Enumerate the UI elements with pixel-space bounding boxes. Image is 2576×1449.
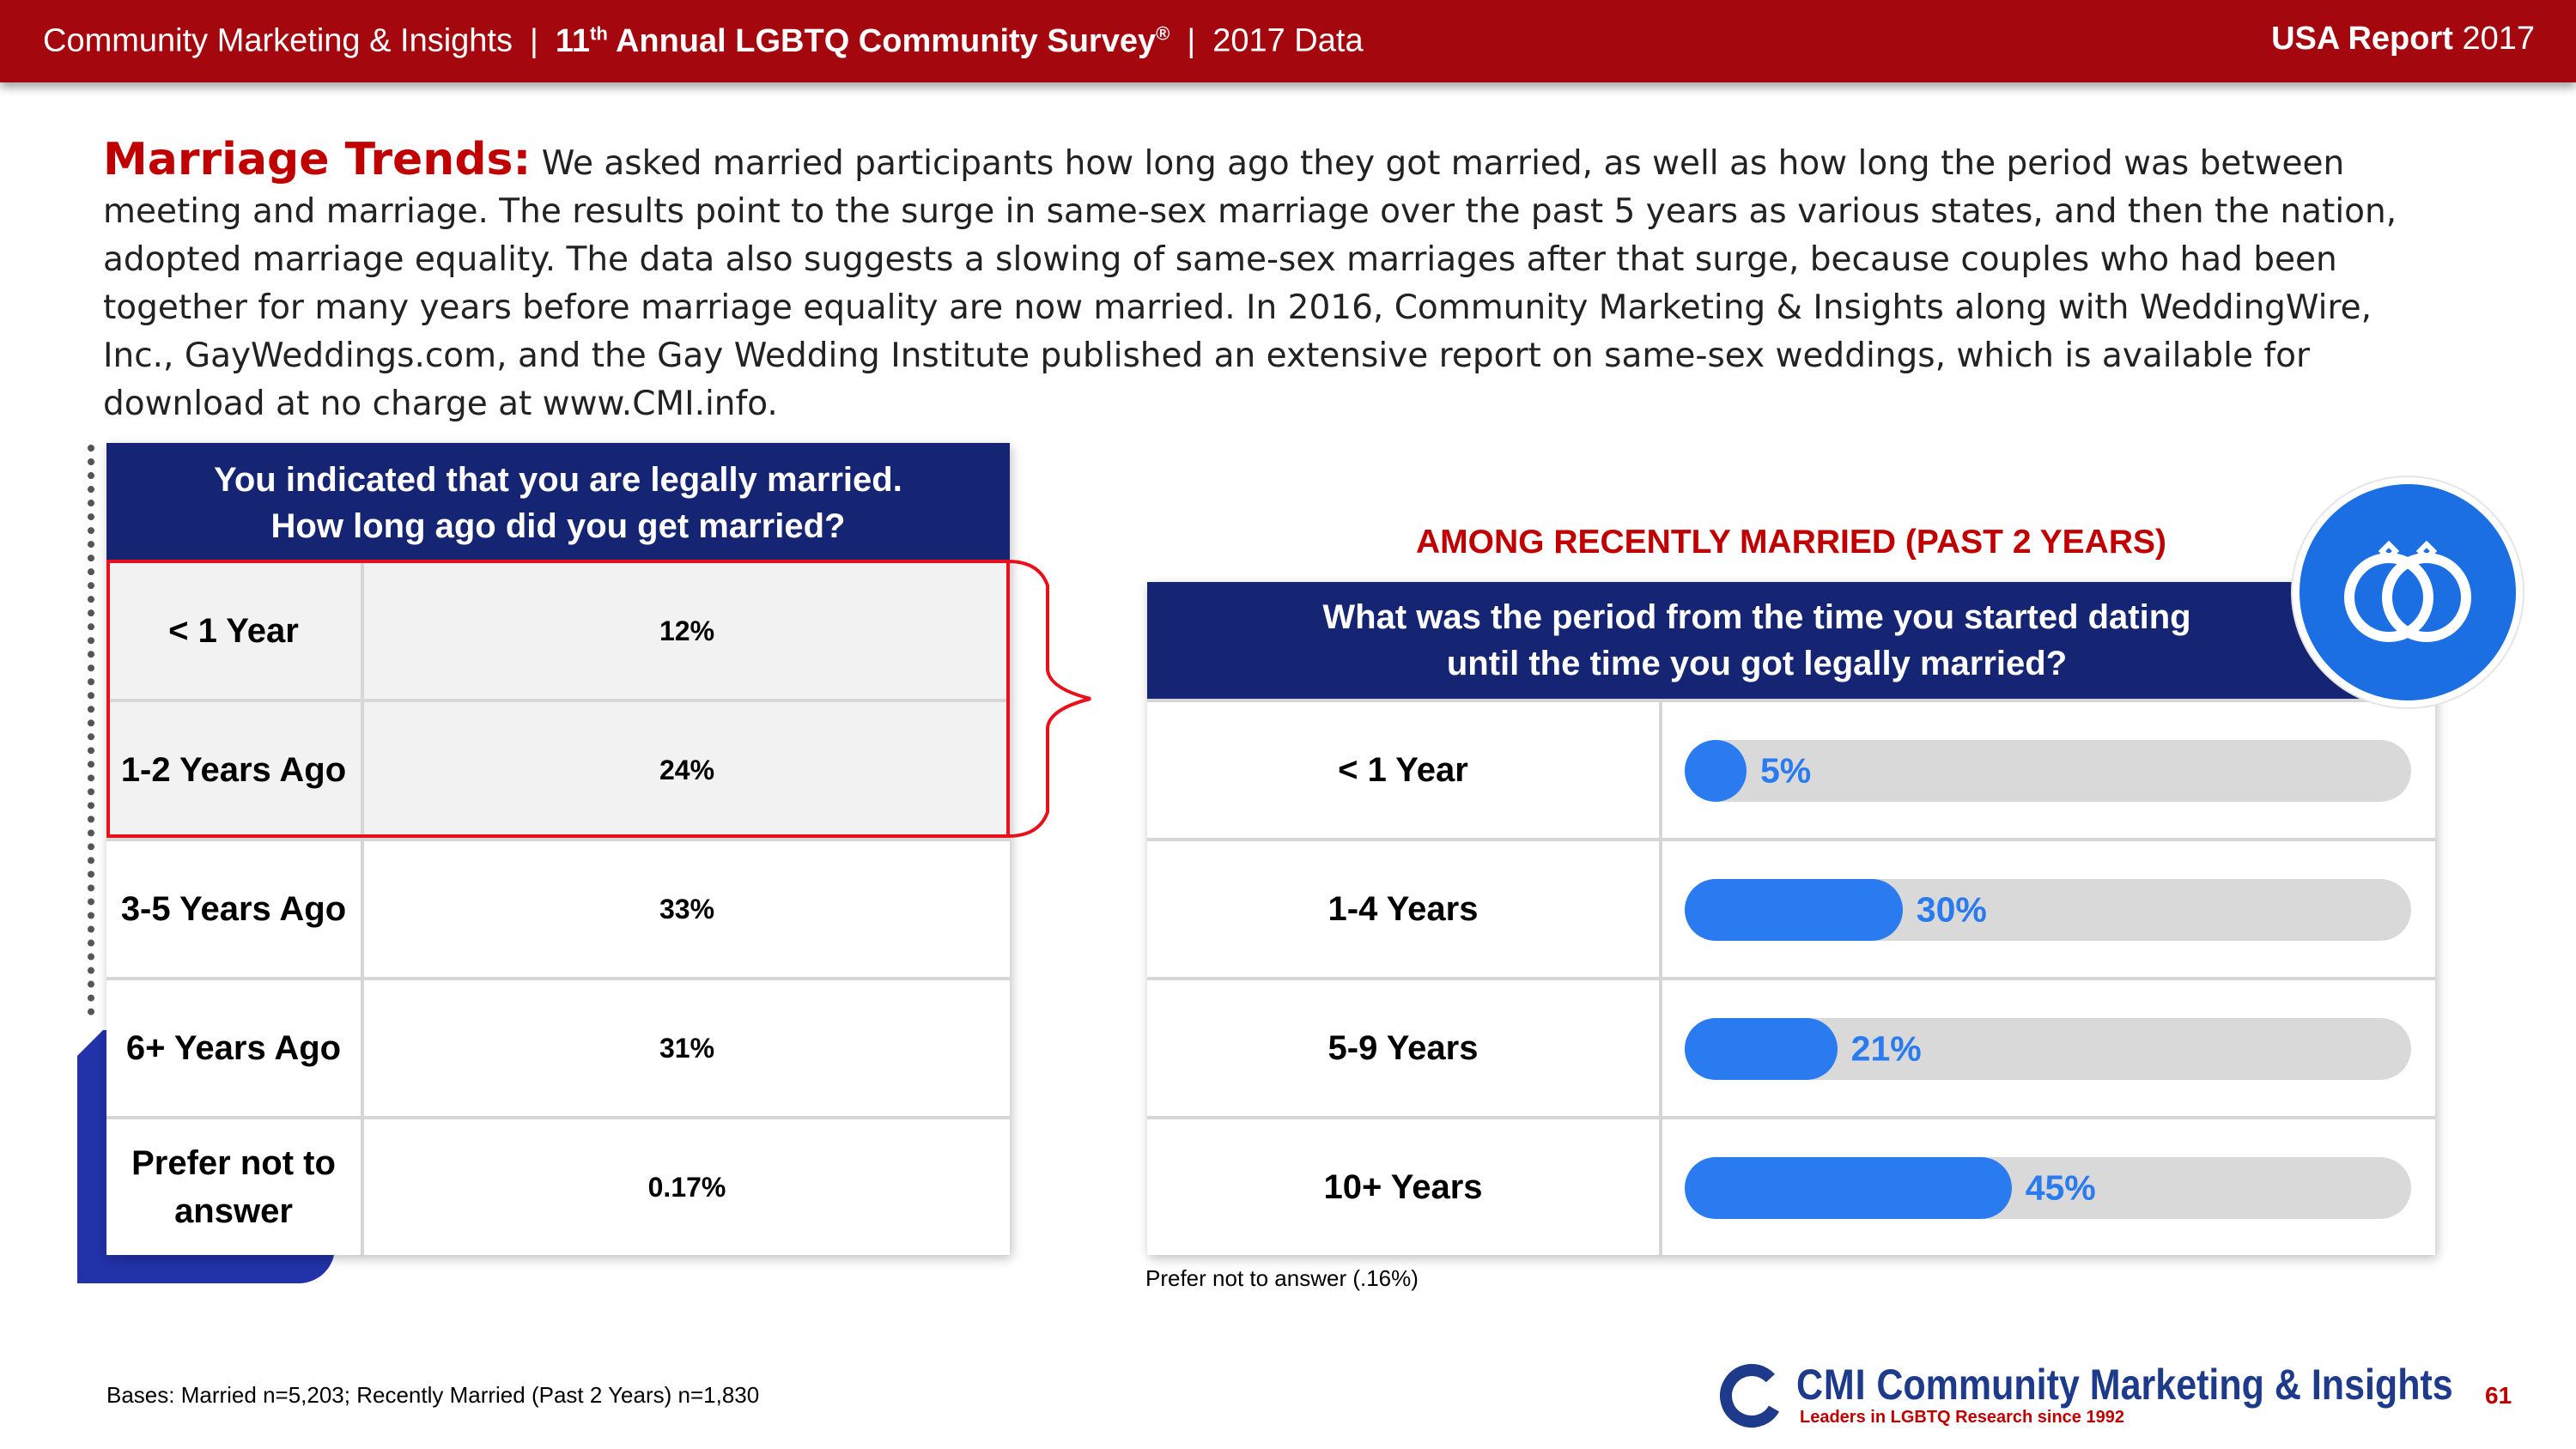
- header-title: Community Marketing & Insights | 11th Annu…: [43, 22, 1364, 59]
- intro-lead: Marriage Trends:: [103, 134, 532, 185]
- row-label: < 1 Year: [106, 563, 364, 699]
- wedding-rings-icon: [2293, 477, 2523, 707]
- logo-tagline: Leaders in LGBTQ Research since 1992: [1800, 1408, 2124, 1427]
- row-label: 6+ Years Ago: [106, 980, 364, 1116]
- prefer-not-footnote: Prefer not to answer (.16%): [1145, 1265, 1419, 1291]
- chart-row: 5-9 Years 21%: [1147, 977, 2435, 1116]
- bar-value-label: 45%: [2025, 1167, 2096, 1208]
- row-value: 33%: [659, 893, 715, 925]
- header-report: USA Report 2017: [2271, 21, 2535, 57]
- row-label: 1-2 Years Ago: [106, 702, 364, 838]
- bar: [1685, 740, 1747, 802]
- page-number: 61: [2485, 1382, 2512, 1409]
- chart-question-header: What was the period from the time you st…: [1147, 582, 2435, 699]
- chart-row: 10+ Years 45%: [1147, 1116, 2435, 1255]
- bar: [1685, 1157, 2012, 1219]
- category-label: 1-4 Years: [1147, 841, 1662, 977]
- category-label: 10+ Years: [1147, 1119, 1662, 1255]
- row-label: 3-5 Years Ago: [106, 841, 364, 977]
- bar-value-label: 21%: [1850, 1028, 1922, 1069]
- bar-track: 45%: [1685, 1157, 2411, 1219]
- bar-value-label: 30%: [1916, 889, 1987, 930]
- category-label: 5-9 Years: [1147, 980, 1662, 1116]
- header-year-data: 2017 Data: [1212, 22, 1364, 59]
- bar-track: 21%: [1685, 1018, 2411, 1080]
- header-survey: 11th Annual LGBTQ Community Survey®: [555, 22, 1170, 59]
- bases-note: Bases: Married n=5,203; Recently Married…: [106, 1382, 760, 1408]
- bar: [1685, 879, 1903, 941]
- bar-track: 30%: [1685, 879, 2411, 941]
- row-value: 24%: [659, 754, 715, 785]
- dating-period-chart: What was the period from the time you st…: [1147, 582, 2435, 1255]
- row-value: 0.17%: [647, 1171, 726, 1203]
- intro-paragraph: Marriage Trends: We asked married partic…: [103, 136, 2439, 428]
- table-question-header: You indicated that you are legally marri…: [106, 443, 1010, 560]
- chart-row: < 1 Year 5%: [1147, 699, 2435, 838]
- row-value: 31%: [659, 1032, 715, 1064]
- chart-row: 1-4 Years 30%: [1147, 838, 2435, 977]
- highlight-box: [106, 560, 1010, 838]
- logo-cmi: CMI: [1796, 1361, 1867, 1409]
- bar-track: 5%: [1685, 740, 2411, 802]
- table-row: Prefer not to answer 0.17%: [106, 1116, 1010, 1255]
- table-row: 3-5 Years Ago 33%: [106, 838, 1010, 977]
- marriage-duration-table: You indicated that you are legally marri…: [106, 443, 1010, 1255]
- header-bar: Community Marketing & Insights | 11th Annu…: [0, 0, 2576, 82]
- table-row: 6+ Years Ago 31%: [106, 977, 1010, 1116]
- bar: [1685, 1018, 1838, 1080]
- row-value: 12%: [659, 615, 715, 646]
- cmi-c-icon: [1720, 1364, 1783, 1428]
- logo-name: Community Marketing & Insights: [1876, 1361, 2453, 1409]
- category-label: < 1 Year: [1147, 702, 1662, 838]
- row-label: Prefer not to answer: [106, 1119, 364, 1255]
- table-row: 1-2 Years Ago 24%: [106, 699, 1010, 838]
- header-org: Community Marketing & Insights: [43, 22, 513, 59]
- subgroup-label: AMONG RECENTLY MARRIED (PAST 2 YEARS): [1416, 524, 2166, 561]
- curly-brace-connector: [1007, 560, 1091, 838]
- bar-value-label: 5%: [1760, 750, 1812, 791]
- intro-body: We asked married participants how long a…: [103, 144, 2397, 423]
- dotted-divider: [88, 445, 94, 1016]
- cmi-logo: CMI Community Marketing & Insights Leade…: [1717, 1360, 2456, 1437]
